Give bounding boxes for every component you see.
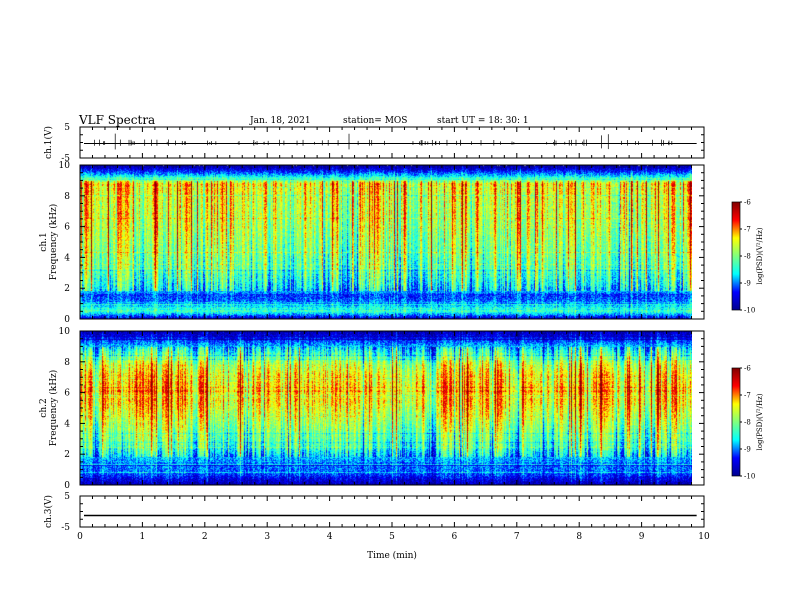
ch1-colorbar-tick-label: -9: [744, 280, 751, 288]
x-axis-label: Time (min): [367, 550, 417, 561]
ch2-colorbar-tick-label: -10: [744, 473, 755, 481]
y-tick-label: -5: [61, 523, 70, 533]
y-tick-label: 5: [64, 123, 70, 133]
ch2-spectrogram-ylabel: ch.2 Frequency (kHz): [39, 370, 59, 447]
ch1-spectrogram-panel: [80, 165, 692, 319]
y-tick-label: 8: [64, 192, 70, 202]
ch1-colorbar-tick-label: -10: [744, 307, 755, 315]
ch1-colorbar-tick-label: -6: [744, 199, 751, 207]
ch2-colorbar-tick-label: -8: [744, 419, 751, 427]
date-label: Jan. 18, 2021: [249, 116, 311, 126]
ch1-waveform-ylabel-line: ch.1(V): [43, 126, 54, 159]
ch2-colorbar-tick-label: -7: [744, 392, 751, 400]
ch2-colorbar-tick-label: -6: [744, 365, 751, 373]
x-tick-label: 0: [77, 532, 83, 542]
ch2-spectrogram-panel: [80, 331, 692, 485]
ch1-spectrogram-ylabel-line: Frequency (kHz): [48, 204, 59, 281]
y-tick-label: 0: [64, 315, 70, 325]
y-tick-label: 2: [64, 450, 70, 460]
x-tick-label: 4: [327, 532, 333, 542]
ch1-waveform-ylabel: ch.1(V): [43, 126, 54, 159]
ch2-spectrogram-ylabel-line: Frequency (kHz): [48, 370, 59, 447]
y-tick-label: 4: [64, 419, 70, 429]
x-tick-label: 5: [389, 532, 395, 542]
ch1-spectrogram-ylabel-line: ch.1: [39, 232, 49, 251]
x-tick-label: 10: [698, 532, 710, 542]
y-tick-label: 8: [64, 358, 70, 368]
ch1-colorbar-tick-label: -8: [744, 253, 751, 261]
ch2-colorbar-label-text: log(PSD)(V²/Hz): [756, 393, 764, 450]
y-tick-label: 10: [59, 327, 71, 337]
x-tick-label: 1: [140, 532, 146, 542]
y-tick-label: 6: [64, 223, 70, 233]
x-tick-label: 2: [202, 532, 208, 542]
ch2-spectrogram-image: [80, 331, 692, 485]
y-tick-label: 2: [64, 284, 70, 294]
ch2-spectrogram-ylabel-line: ch.2: [39, 398, 49, 417]
colorbars-group: -6 -7 -8 -9 -10 log(PSD)(V²/Hz) -6 -7 -8 -9 -10 log…: [731, 199, 764, 481]
ch2-colorbar-tick-label: -9: [744, 446, 751, 454]
y-tick-label: -5: [61, 154, 70, 164]
ch2-colorbar-bar: [731, 367, 741, 477]
x-tick-label: 3: [264, 532, 270, 542]
y-tick-label: 0: [64, 481, 70, 491]
x-tick-label: 8: [576, 532, 582, 542]
x-tick-label: 9: [639, 532, 645, 542]
y-tick-label: 4: [64, 253, 70, 263]
start-time-label: start UT = 18: 30: 1: [437, 116, 529, 126]
x-tick-label: 6: [452, 532, 458, 542]
ch1-spectrogram-image: [80, 165, 692, 319]
ch1-colorbar-label-text: log(PSD)(V²/Hz): [756, 227, 764, 284]
station-label: station= MOS: [343, 116, 407, 126]
ch1-spectrogram-ylabel: ch.1 Frequency (kHz): [39, 204, 59, 281]
y-tick-label: 5: [64, 492, 70, 502]
x-tick-label: 7: [514, 532, 520, 542]
ch3-waveform-ylabel: ch.3(V): [43, 495, 54, 528]
ch1-colorbar-bar: [731, 201, 741, 311]
ch3-waveform-ylabel-line: ch.3(V): [43, 495, 54, 528]
chart-title: VLF Spectra: [78, 113, 155, 127]
ch2-colorbar-label: log(PSD)(V²/Hz): [756, 393, 764, 450]
ch1-colorbar-label: log(PSD)(V²/Hz): [756, 227, 764, 284]
y-tick-label: 10: [59, 161, 71, 171]
y-tick-label: 6: [64, 389, 70, 399]
ch1-colorbar-tick-label: -7: [744, 226, 751, 234]
